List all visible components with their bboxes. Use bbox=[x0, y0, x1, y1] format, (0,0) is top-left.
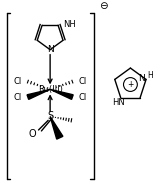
Text: H: H bbox=[147, 71, 153, 80]
Text: N: N bbox=[47, 45, 53, 54]
Text: ⊖: ⊖ bbox=[100, 1, 108, 11]
Polygon shape bbox=[27, 89, 50, 99]
Text: +: + bbox=[127, 80, 134, 89]
Text: HN: HN bbox=[112, 98, 125, 107]
Text: Ru(III): Ru(III) bbox=[38, 85, 63, 94]
Text: NH: NH bbox=[63, 20, 76, 29]
Polygon shape bbox=[50, 89, 73, 99]
Text: Cl: Cl bbox=[78, 93, 87, 102]
Text: Cl: Cl bbox=[78, 77, 87, 86]
Polygon shape bbox=[50, 116, 63, 139]
Text: O: O bbox=[29, 129, 37, 139]
Text: Cl: Cl bbox=[14, 77, 22, 86]
Text: Cl: Cl bbox=[14, 93, 22, 102]
Text: N: N bbox=[138, 74, 145, 83]
Text: S: S bbox=[47, 112, 53, 122]
